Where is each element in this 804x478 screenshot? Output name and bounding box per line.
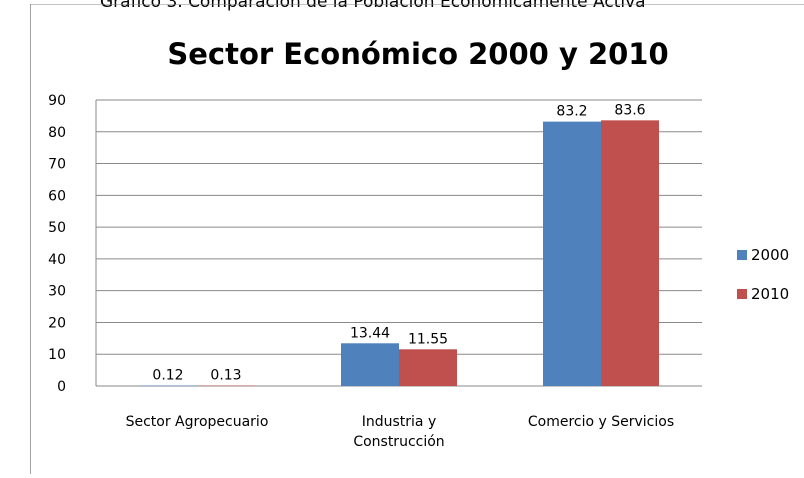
y-tick-label: 70 [48,157,66,173]
y-tick-label: 20 [48,315,66,331]
data-label: 0.12 [152,368,183,384]
bar [139,385,197,387]
bar [543,121,601,386]
y-tick-label: 40 [48,252,66,268]
legend: 2000 2010 [737,246,789,303]
figure-caption: Gráfico 3. Comparación de la Población E… [100,0,646,12]
y-tick-label: 90 [48,93,66,109]
x-tick-label: Comercio y Servicios [528,414,674,430]
y-axis: 0 10 20 30 40 50 60 70 80 90 [48,93,97,395]
data-label: 83.2 [556,104,587,120]
y-tick-label: 10 [48,347,66,363]
bar [197,385,255,387]
bar [399,349,457,386]
x-tick-label: Industria y [362,414,437,430]
data-label: 11.55 [408,331,448,347]
data-label: 13.44 [350,325,390,341]
chart-title: Sector Económico 2000 y 2010 [167,37,668,71]
data-labels: 0.12 0.13 13.44 11.55 83.2 83.6 [152,102,645,383]
legend-swatch [737,289,747,299]
x-tick-label: Sector Agropecuario [126,414,269,430]
chart-container: Sector Económico 2000 y 2010 0 10 20 30 40 50… [29,3,804,474]
y-tick-label: 50 [48,220,66,236]
bar [341,343,399,386]
bars [139,120,659,387]
bar-chart: Sector Económico 2000 y 2010 0 10 20 30 40 50… [29,3,804,474]
legend-label: 2000 [751,246,789,264]
y-tick-label: 60 [48,188,66,204]
bar [601,120,659,387]
legend-label: 2010 [751,285,789,303]
y-tick-label: 80 [48,125,66,141]
y-tick-label: 30 [48,284,66,300]
x-tick-label: Construcción [353,434,444,450]
data-label: 83.6 [614,102,645,118]
legend-swatch [737,250,747,260]
y-tick-label: 0 [57,379,66,395]
data-label: 0.13 [210,368,241,384]
x-axis: Sector Agropecuario Industria y Construcci… [126,414,675,450]
